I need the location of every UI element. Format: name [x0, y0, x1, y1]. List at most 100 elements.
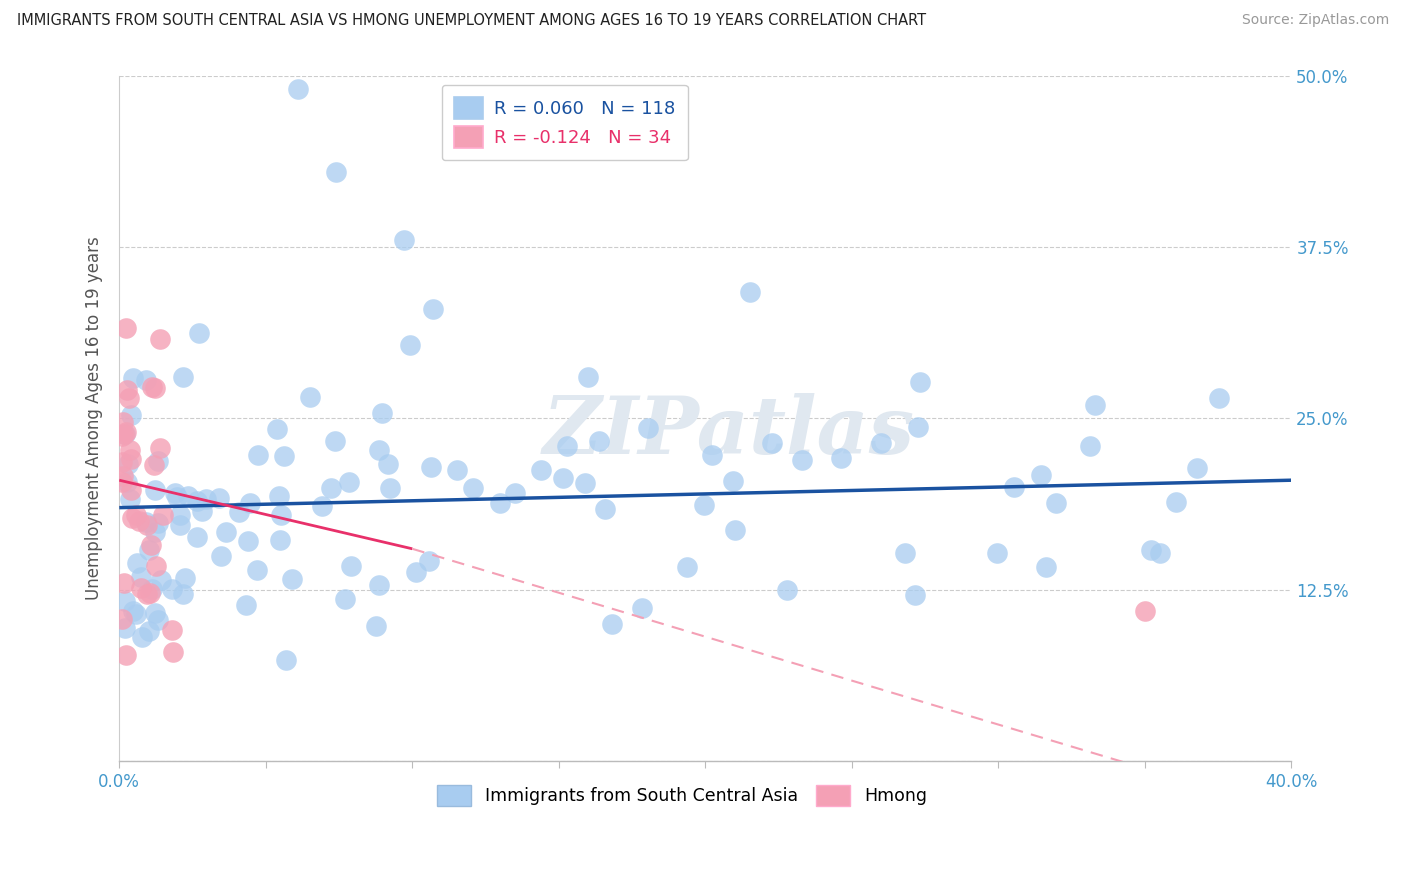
Point: [174, 571, 197, 585]
Point: [115, 383, 138, 397]
Point: [135, 517, 157, 532]
Point: [172, 587, 194, 601]
Point: [574, 476, 596, 491]
Point: [273, 449, 295, 463]
Point: [114, 426, 136, 441]
Point: [136, 586, 159, 600]
Point: [323, 434, 346, 448]
Point: [270, 508, 292, 522]
Point: [238, 533, 260, 548]
Point: [588, 434, 610, 448]
Point: [111, 475, 134, 489]
Point: [118, 442, 141, 457]
Point: [112, 576, 135, 591]
Point: [1208, 392, 1230, 406]
Point: [163, 486, 186, 500]
Point: [370, 406, 392, 420]
Point: [149, 333, 172, 347]
Text: IMMIGRANTS FROM SOUTH CENTRAL ASIA VS HMONG UNEMPLOYMENT AMONG AGES 16 TO 19 YEA: IMMIGRANTS FROM SOUTH CENTRAL ASIA VS HM…: [17, 13, 927, 29]
Point: [637, 421, 659, 435]
Y-axis label: Unemployment Among Ages 16 to 19 years: Unemployment Among Ages 16 to 19 years: [86, 236, 103, 600]
Point: [135, 516, 157, 530]
Point: [274, 653, 297, 667]
Point: [790, 453, 813, 467]
Point: [162, 624, 184, 638]
Point: [422, 301, 444, 316]
Point: [111, 455, 134, 469]
Point: [377, 457, 399, 471]
Point: [269, 533, 291, 547]
Point: [169, 517, 191, 532]
Point: [510, 123, 533, 137]
Point: [141, 582, 163, 596]
Point: [138, 624, 160, 638]
Point: [124, 607, 146, 621]
Point: [111, 469, 134, 483]
Point: [114, 621, 136, 635]
Point: [602, 617, 624, 632]
Point: [111, 612, 134, 626]
Point: [150, 574, 173, 588]
Point: [1140, 542, 1163, 557]
Point: [215, 524, 238, 539]
Point: [1133, 603, 1156, 617]
Point: [675, 559, 697, 574]
Point: [121, 370, 143, 384]
Point: [1002, 480, 1025, 494]
Point: [339, 558, 361, 573]
Point: [145, 558, 167, 573]
Point: [247, 448, 270, 462]
Point: [149, 442, 172, 456]
Point: [121, 510, 143, 524]
Point: [172, 369, 194, 384]
Point: [551, 471, 574, 485]
Point: [1045, 496, 1067, 510]
Point: [269, 489, 291, 503]
Point: [186, 530, 208, 544]
Point: [894, 546, 917, 560]
Point: [142, 458, 165, 473]
Point: [337, 475, 360, 489]
Point: [1164, 495, 1187, 509]
Legend: Immigrants from South Central Asia, Hmong: Immigrants from South Central Asia, Hmon…: [427, 776, 936, 814]
Point: [143, 606, 166, 620]
Point: [194, 492, 217, 507]
Point: [1029, 468, 1052, 483]
Point: [723, 474, 745, 488]
Point: [118, 391, 141, 405]
Point: [700, 448, 723, 462]
Point: [325, 164, 347, 178]
Point: [115, 425, 138, 439]
Point: [405, 565, 427, 579]
Point: [378, 482, 401, 496]
Point: [160, 582, 183, 596]
Point: [986, 546, 1008, 560]
Point: [188, 326, 211, 340]
Point: [246, 563, 269, 577]
Point: [830, 450, 852, 465]
Point: [115, 321, 138, 335]
Point: [128, 514, 150, 528]
Point: [904, 589, 927, 603]
Point: [120, 408, 142, 422]
Point: [631, 600, 654, 615]
Point: [398, 338, 420, 352]
Point: [1035, 560, 1057, 574]
Point: [530, 463, 553, 477]
Point: [870, 436, 893, 450]
Point: [503, 485, 526, 500]
Point: [228, 505, 250, 519]
Point: [111, 415, 134, 429]
Point: [141, 537, 163, 551]
Point: [557, 439, 579, 453]
Point: [114, 594, 136, 608]
Point: [146, 613, 169, 627]
Point: [299, 390, 322, 404]
Point: [907, 419, 929, 434]
Point: [138, 542, 160, 557]
Point: [186, 494, 208, 508]
Point: [366, 619, 388, 633]
Point: [143, 381, 166, 395]
Point: [761, 436, 783, 450]
Point: [1083, 398, 1105, 412]
